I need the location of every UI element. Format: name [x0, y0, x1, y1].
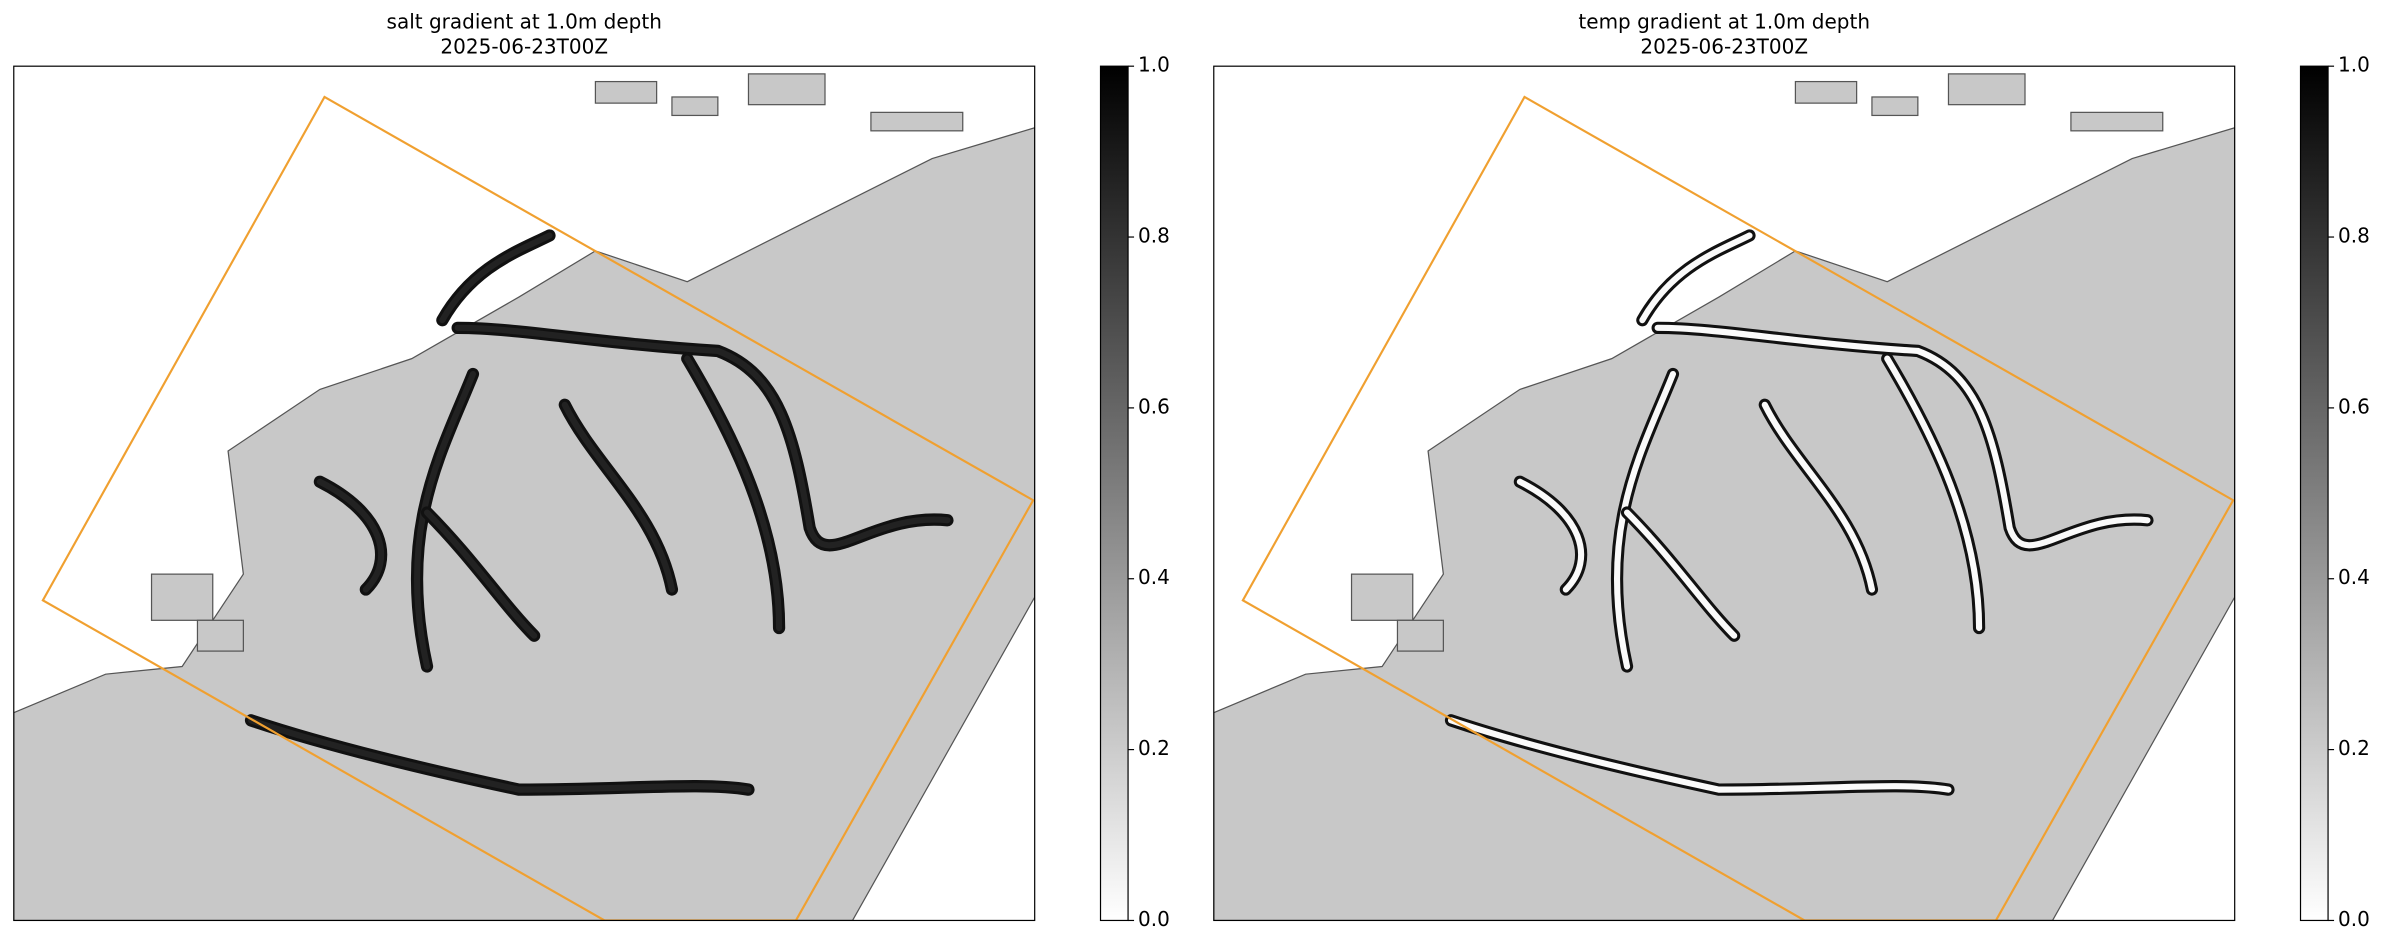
- island: [2070, 111, 2164, 132]
- fjord: [413, 370, 477, 670]
- colorbar-tick-label: 0.2: [2338, 736, 2370, 760]
- map: [1213, 66, 2235, 921]
- fjord: [1447, 717, 1952, 793]
- fjord: [1654, 324, 2151, 549]
- chart-subtitle: 2025-06-23T00Z: [1640, 35, 1808, 59]
- island: [594, 80, 658, 104]
- island: [150, 573, 214, 621]
- island: [671, 96, 719, 117]
- fjord: [316, 478, 385, 593]
- colorbar-tick-label: 0.8: [1138, 224, 1170, 248]
- fjord: [1639, 232, 1753, 324]
- island: [870, 111, 964, 132]
- fjord: [247, 717, 752, 793]
- colorbar-tick-label: 0.0: [1138, 907, 1170, 931]
- fjord: [1516, 478, 1585, 593]
- island: [1350, 573, 1414, 621]
- chart-title: salt gradient at 1.0m depth: [387, 10, 662, 34]
- island: [1396, 619, 1444, 652]
- island: [1871, 96, 1919, 117]
- chart-subtitle: 2025-06-23T00Z: [440, 35, 608, 59]
- fjord: [561, 401, 675, 593]
- domain-box: [1241, 95, 2235, 921]
- colorbar-tick-label: 0.8: [2338, 224, 2370, 248]
- colorbar-tick-label: 0.6: [2338, 394, 2370, 418]
- island: [747, 73, 826, 106]
- island: [196, 619, 244, 652]
- fjord: [439, 232, 553, 324]
- colorbar-tick-label: 0.6: [1138, 394, 1170, 418]
- colorbar-tick-label: 0.0: [2338, 907, 2370, 931]
- fjord: [1884, 355, 1983, 632]
- colorbar-tick-label: 0.2: [1138, 736, 1170, 760]
- chart-title: temp gradient at 1.0m depth: [1578, 10, 1870, 34]
- fjord: [423, 509, 538, 639]
- colorbar-tick-label: 1.0: [2338, 53, 2370, 77]
- colorbar-tick-label: 1.0: [1138, 53, 1170, 77]
- map: [13, 66, 1035, 921]
- fjord: [1761, 401, 1875, 593]
- island: [1947, 73, 2026, 106]
- colorbar: [1099, 65, 1129, 922]
- colorbar-tick-label: 0.4: [2338, 565, 2370, 589]
- fjord: [1613, 370, 1677, 670]
- axes-frame: [13, 65, 1036, 922]
- axes-frame: [1213, 65, 2236, 922]
- fjord: [454, 324, 951, 549]
- domain-box: [41, 95, 1035, 921]
- fjord: [1623, 509, 1738, 639]
- colorbar: [2299, 65, 2329, 922]
- island: [1794, 80, 1858, 104]
- fjord: [684, 355, 783, 632]
- colorbar-tick-label: 0.4: [1138, 565, 1170, 589]
